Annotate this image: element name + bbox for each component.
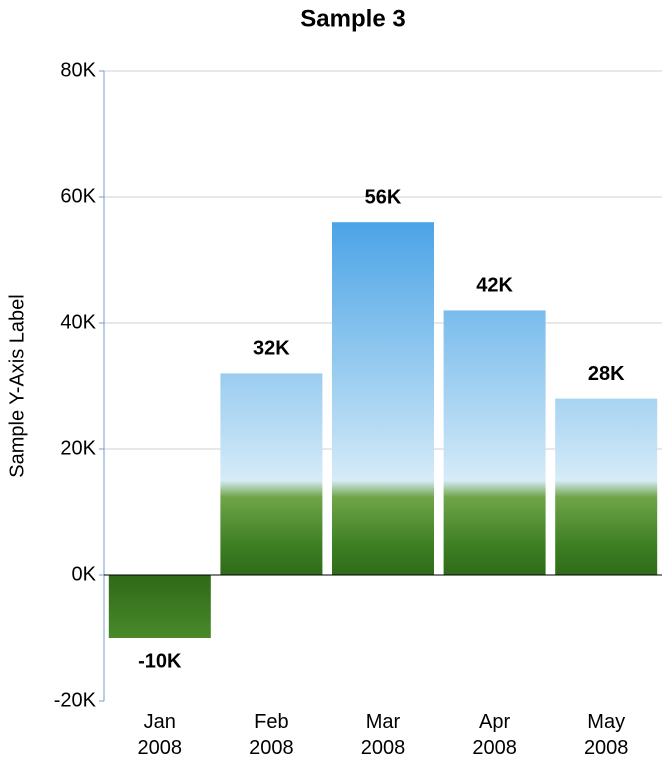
bar bbox=[555, 398, 658, 575]
x-tick-label: Mar 2008 bbox=[360, 711, 406, 759]
chart-title: Sample 3 bbox=[300, 5, 405, 32]
x-tick-label: Apr 2008 bbox=[472, 711, 517, 759]
y-tick-label: 60K bbox=[60, 185, 96, 207]
bar bbox=[332, 222, 434, 575]
value-label: 56K bbox=[365, 186, 402, 208]
y-tick-label: 80K bbox=[60, 59, 96, 81]
y-axis-label: Sample Y-Axis Label bbox=[6, 294, 28, 477]
bar bbox=[108, 575, 211, 638]
bar bbox=[443, 310, 546, 575]
value-label: 42K bbox=[476, 275, 513, 297]
bar bbox=[220, 373, 323, 575]
y-tick-label: 20K bbox=[60, 437, 96, 459]
value-label: -10K bbox=[138, 650, 182, 672]
x-tick-label: Feb 2008 bbox=[249, 711, 294, 759]
value-label: 28K bbox=[588, 363, 625, 385]
value-label: 32K bbox=[253, 338, 290, 360]
x-tick-label: May 2008 bbox=[583, 711, 629, 759]
y-tick-label: -20K bbox=[54, 689, 97, 711]
y-tick-label: 40K bbox=[60, 311, 96, 333]
y-tick-label: 0K bbox=[72, 563, 97, 585]
x-tick-label: Jan 2008 bbox=[137, 711, 183, 759]
